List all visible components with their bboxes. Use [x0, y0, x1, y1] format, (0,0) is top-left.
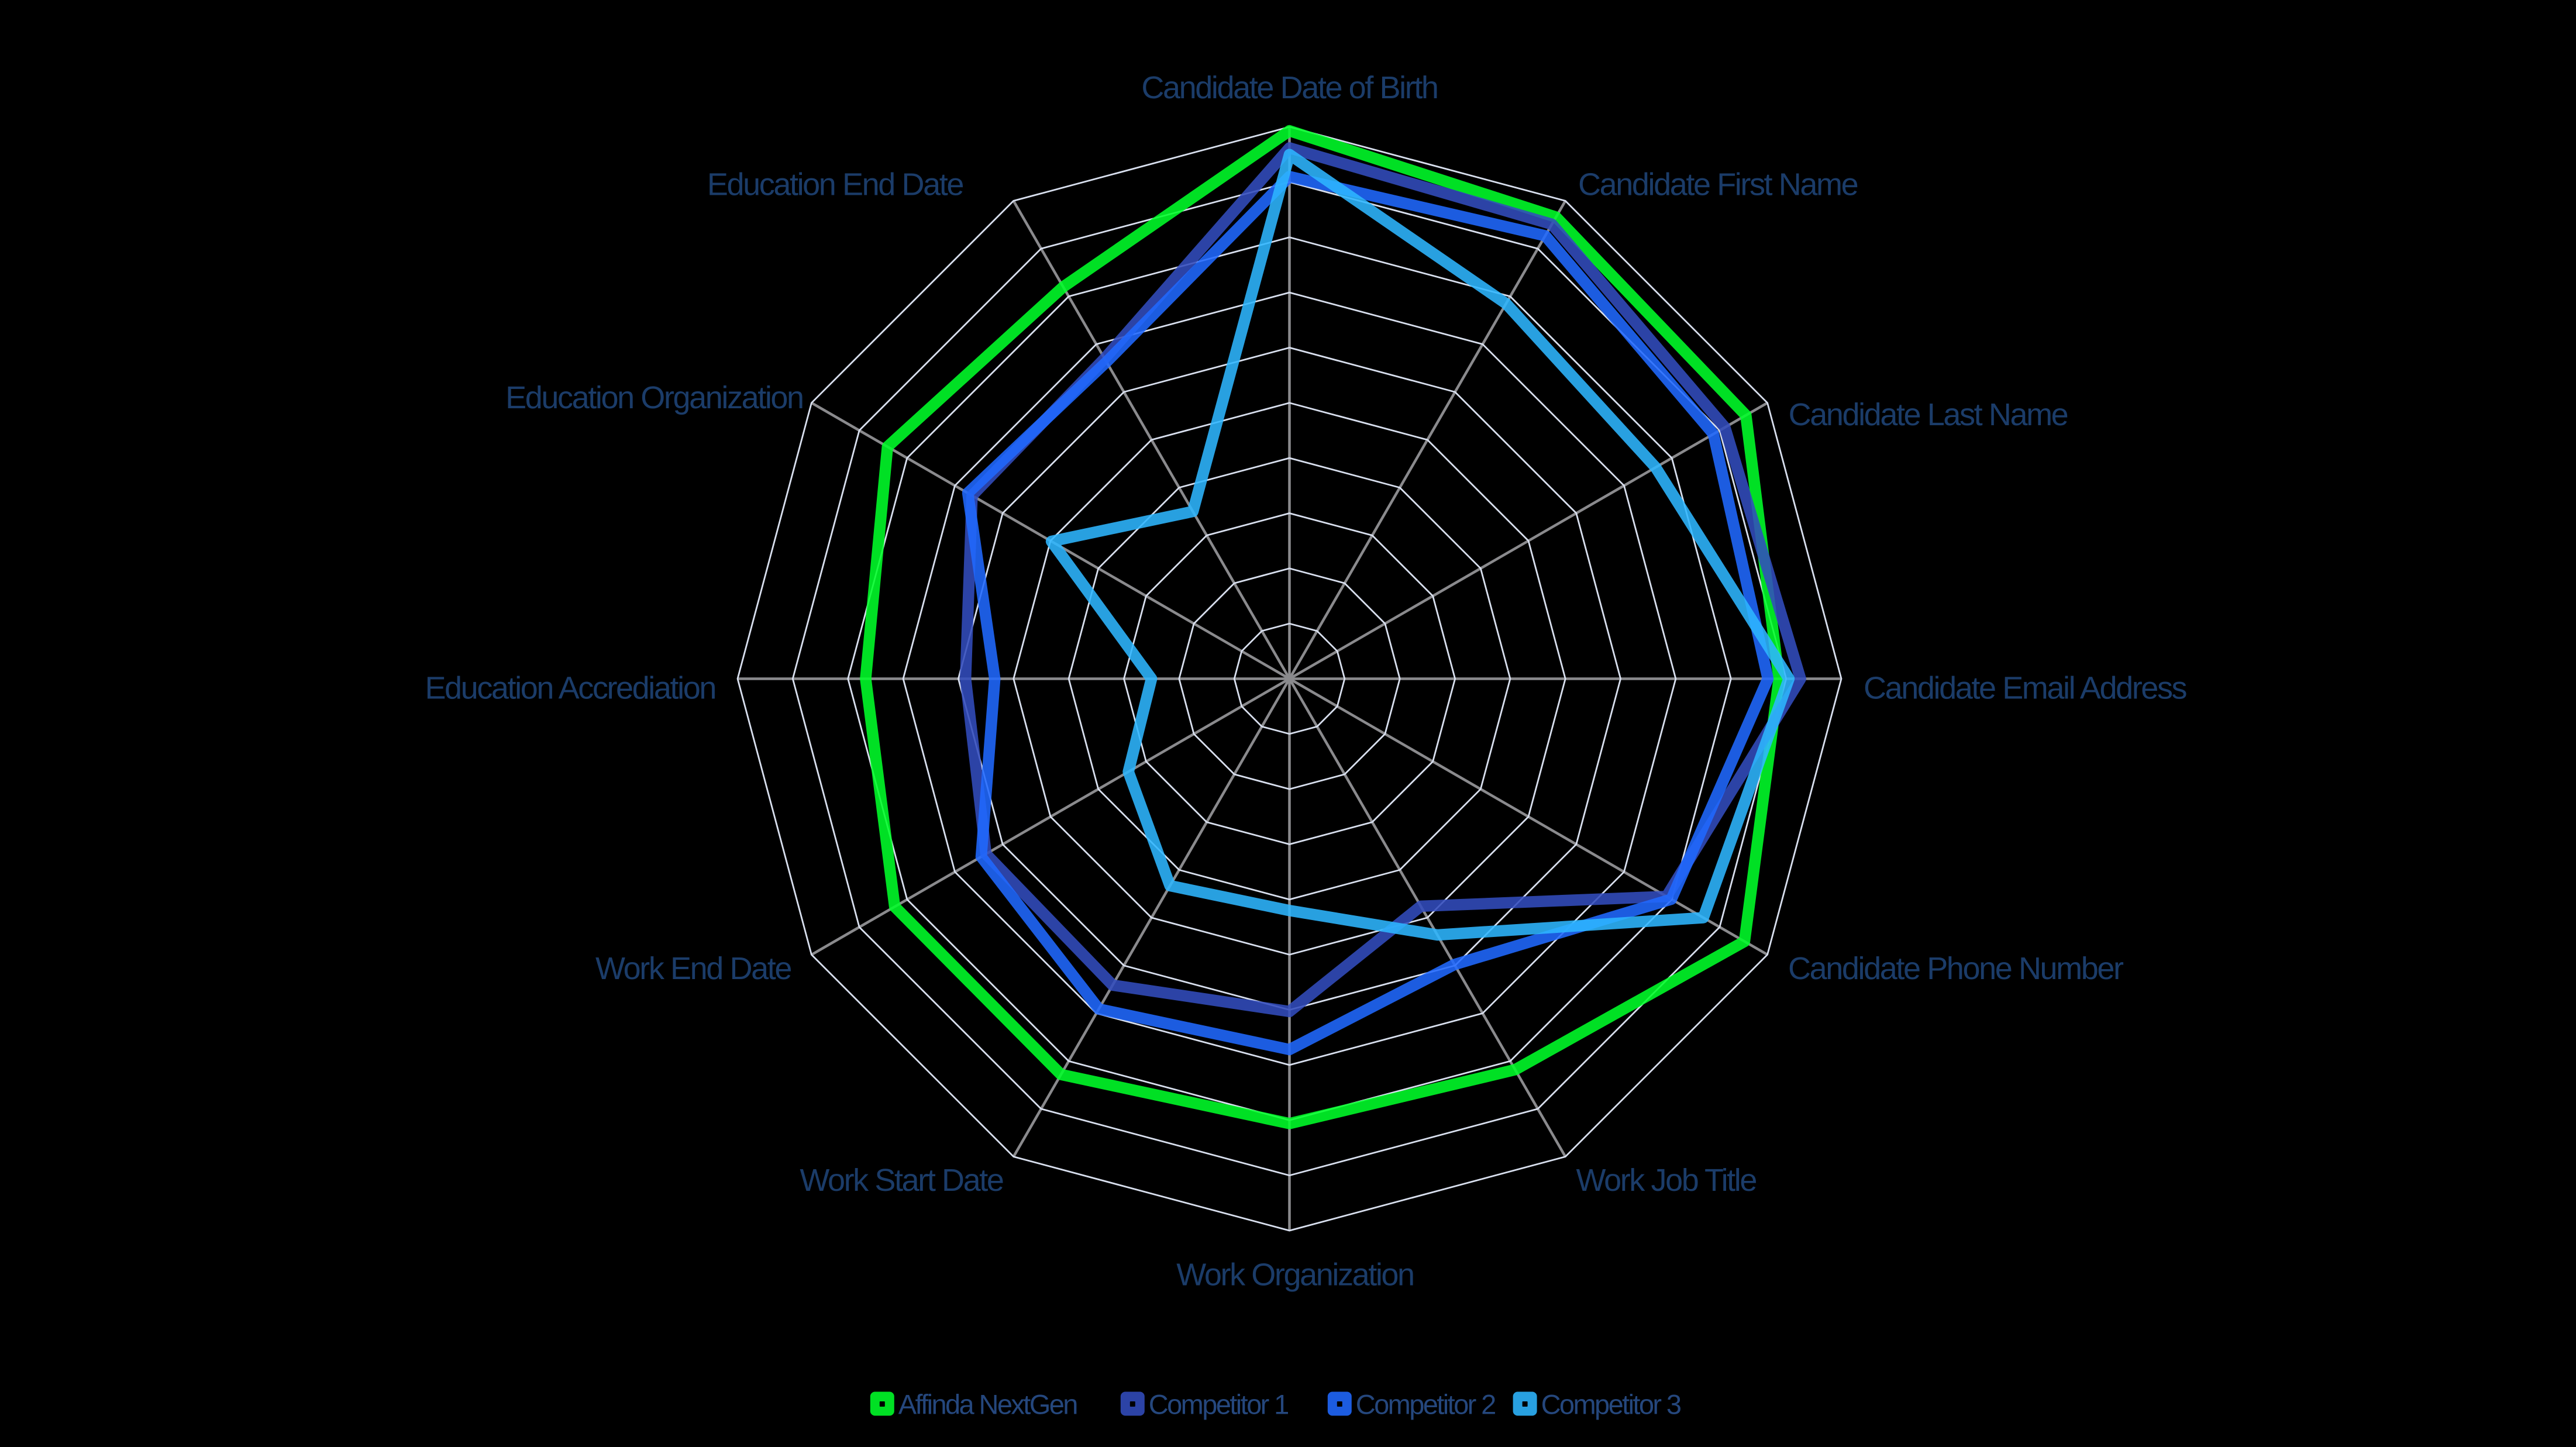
svg-text:Candidate Date of Birth: Candidate Date of Birth [1141, 70, 1437, 105]
svg-text:Education End Date: Education End Date [707, 167, 963, 202]
svg-text:Competitor 2: Competitor 2 [1356, 1389, 1495, 1420]
svg-text:Candidate First Name: Candidate First Name [1578, 167, 1858, 202]
svg-text:Work Start Date: Work Start Date [800, 1163, 1003, 1198]
svg-text:Work Job Title: Work Job Title [1576, 1163, 1757, 1198]
svg-text:Candidate Last Name: Candidate Last Name [1789, 397, 2068, 432]
svg-text:Work Organization: Work Organization [1176, 1257, 1413, 1293]
svg-text:Education Accrediation: Education Accrediation [425, 670, 715, 705]
svg-text:Competitor 1: Competitor 1 [1149, 1389, 1288, 1420]
svg-text:Education Organization: Education Organization [505, 380, 803, 415]
svg-text:Candidate Phone Number: Candidate Phone Number [1788, 951, 2124, 986]
svg-text:Competitor 3: Competitor 3 [1541, 1389, 1681, 1420]
svg-text:Affinda NextGen: Affinda NextGen [898, 1389, 1077, 1420]
svg-text:Candidate Email Address: Candidate Email Address [1864, 670, 2187, 705]
svg-text:Work End Date: Work End Date [595, 951, 791, 986]
